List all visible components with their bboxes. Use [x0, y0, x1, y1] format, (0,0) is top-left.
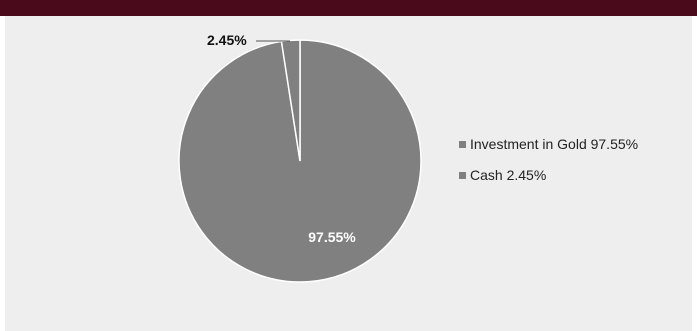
slice-label-cash: 2.45%	[207, 32, 247, 48]
slice-label-investment-in-gold: 97.55%	[308, 229, 356, 245]
chart-legend: Investment in Gold 97.55% Cash 2.45%	[459, 134, 638, 196]
legend-label-investment-in-gold: Investment in Gold 97.55%	[470, 136, 639, 152]
header-bar	[0, 0, 697, 16]
pie-slices	[178, 39, 422, 283]
legend-item-investment-in-gold: Investment in Gold 97.55%	[459, 134, 638, 154]
legend-label-cash: Cash 2.45%	[470, 167, 547, 183]
legend-swatch-investment-in-gold	[459, 140, 466, 148]
legend-item-cash: Cash 2.45%	[459, 165, 638, 185]
legend-swatch-cash	[459, 171, 466, 179]
